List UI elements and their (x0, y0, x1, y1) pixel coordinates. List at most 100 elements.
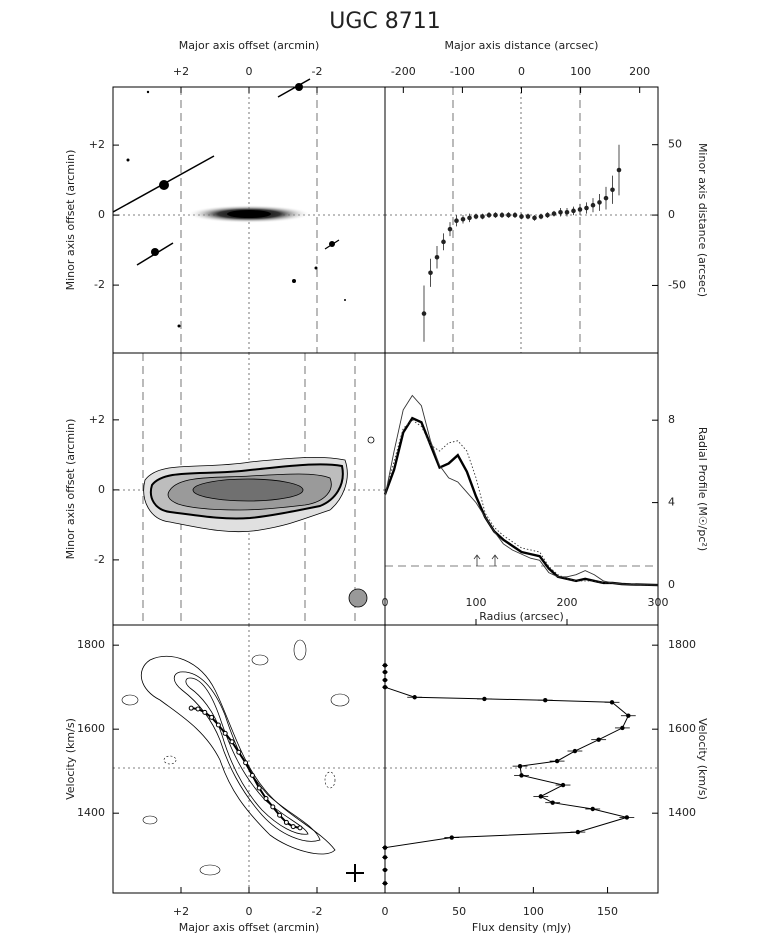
data-point (480, 214, 485, 219)
x-tick-label: 0 (246, 65, 253, 78)
x-axis-label: Major axis offset (arcmin) (179, 39, 320, 52)
x-tick-label: 100 (570, 65, 591, 78)
data-point (616, 167, 622, 173)
hi-map (113, 353, 385, 625)
data-point (550, 800, 555, 805)
data-point (519, 773, 524, 778)
data-point (382, 669, 388, 675)
optical-image (112, 78, 385, 353)
x-tick-label: +2 (173, 65, 189, 78)
data-point (486, 212, 492, 218)
data-point (525, 214, 531, 219)
rotation-point (256, 785, 262, 791)
data-point (382, 855, 388, 860)
x-axis-label: Radius (arcsec) (479, 610, 564, 623)
rotation-point (209, 714, 215, 720)
data-point (620, 725, 625, 731)
data-point (571, 208, 576, 214)
y-tick-label: 1400 (77, 806, 105, 819)
rotation-point (283, 819, 289, 825)
y-tick-label: 8 (668, 413, 675, 426)
data-point (590, 202, 596, 208)
data-point (538, 794, 543, 799)
rotation-point (229, 739, 235, 745)
data-point (382, 677, 388, 683)
y-tick-label: 1800 (668, 638, 696, 651)
rotation-point (243, 760, 249, 766)
x-tick-label: 0 (518, 65, 525, 78)
data-point (499, 212, 505, 218)
data-point (575, 829, 581, 835)
y-tick-label: 1600 (77, 722, 105, 735)
data-point (603, 195, 609, 201)
x-tick-label: -2 (312, 905, 323, 918)
y-tick-label: 0 (668, 578, 675, 591)
y-tick-label: 1400 (668, 806, 696, 819)
data-point (551, 211, 557, 216)
data-point (517, 763, 523, 769)
data-point (441, 239, 446, 245)
data-point (382, 845, 388, 850)
y-tick-label: -2 (94, 278, 105, 291)
data-point (572, 748, 578, 754)
x-axis-label: Major axis offset (arcmin) (179, 921, 320, 934)
data-point (558, 209, 563, 215)
data-point (577, 207, 583, 212)
y-axis-label: Radial Profile (M☉/pc²) (696, 427, 709, 551)
profile-line (384, 419, 659, 586)
y-tick-label: 1800 (77, 638, 105, 651)
data-point (382, 881, 388, 886)
y-tick-label: 0 (98, 483, 105, 496)
pv-contours (113, 625, 385, 893)
data-point (532, 215, 537, 221)
data-point (467, 215, 472, 221)
data-point (512, 212, 518, 218)
data-point (590, 806, 595, 812)
x-tick-label: -2 (312, 65, 323, 78)
rotation-point (236, 749, 242, 755)
data-point (596, 737, 601, 742)
profile-line (384, 394, 659, 586)
data-point (597, 200, 602, 205)
x-tick-label: -100 (450, 65, 475, 78)
rotation-point (290, 824, 296, 830)
data-point (506, 212, 511, 218)
data-point (382, 663, 388, 668)
rotation-point (188, 705, 194, 711)
data-point (624, 815, 630, 820)
data-point (545, 212, 550, 218)
data-point (382, 867, 388, 873)
rotation-point (277, 812, 283, 818)
rotation-point (263, 795, 269, 801)
data-point (554, 758, 560, 764)
rotation-point (202, 709, 208, 715)
data-point (609, 700, 615, 705)
rotation-point (222, 730, 228, 736)
data-point (454, 218, 459, 224)
y-tick-label: 1600 (668, 722, 696, 735)
y-tick-label: 50 (668, 138, 682, 151)
profile-line (383, 416, 659, 587)
data-point (482, 696, 487, 702)
data-point (538, 214, 544, 219)
data-point (428, 270, 433, 276)
x-tick-label: 200 (557, 596, 578, 609)
x-axis-label: Major axis distance (arcsec) (445, 39, 599, 52)
panel-frame (384, 624, 659, 894)
x-tick-label: 50 (452, 905, 466, 918)
profile-reference (385, 554, 658, 567)
x-axis-label: Flux density (mJy) (472, 921, 571, 934)
data-point (584, 205, 589, 211)
data-point (434, 254, 440, 260)
y-tick-label: +2 (89, 138, 105, 151)
data-point (412, 695, 417, 700)
data-point (626, 713, 631, 718)
data-point (473, 214, 479, 219)
rotation-point (249, 772, 255, 778)
x-tick-label: -200 (391, 65, 416, 78)
y-tick-label: 4 (668, 496, 675, 509)
y-tick-label: +2 (89, 413, 105, 426)
x-tick-label: 150 (597, 905, 618, 918)
y-axis-label: Minor axis offset (arcmin) (64, 150, 77, 291)
